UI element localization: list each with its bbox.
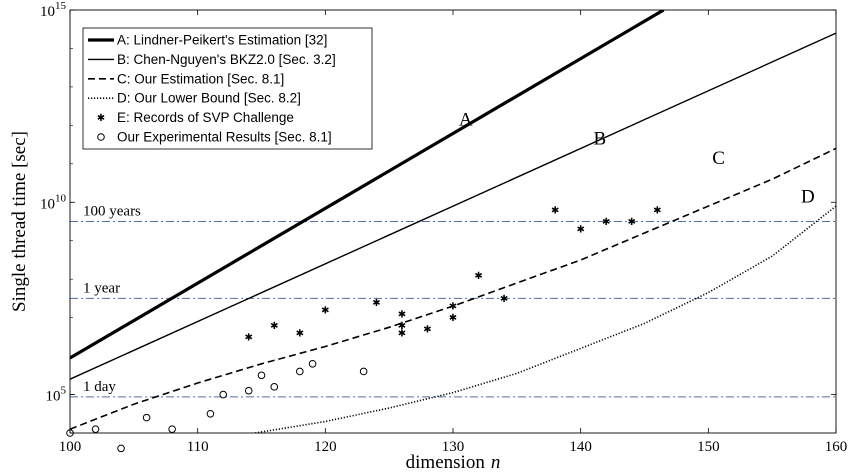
x-axis-title: dimension n [406,452,501,473]
experimental-result-point [142,413,151,422]
x-axis-title-text: dimension [406,452,486,473]
curve-label-c: C [712,148,725,169]
experimental-result-point [359,367,368,376]
svp-record-point: ✱ [321,305,329,316]
x-tick-label: 100 [59,439,82,455]
x-axis-title-variable: n [491,452,501,473]
series-c-line [70,147,836,430]
series-b-line [70,32,836,380]
y-tick-label: 1010 [40,192,67,212]
svp-record-point: ✱ [245,332,253,343]
y-tick-label: 1015 [40,0,67,20]
legend-entries: A: Lindner-Peikert's Estimation [32] B: C… [88,33,336,145]
svp-record-point: ✱ [423,325,431,336]
svp-record-point: ✱ [398,309,406,320]
legend-entry-label: D: Our Lower Bound [Sec. 8.2] [117,91,301,106]
curve-label-b: B [593,129,606,150]
svp-record-point: ✱ [296,329,304,340]
svp-record-point: ✱ [449,313,457,324]
y-tick-exponent: 5 [61,385,67,397]
svp-record-point: ✱ [551,205,559,216]
x-tick-label: 160 [825,439,848,455]
legend-entry-label: Our Experimental Results [Sec. 8.1] [117,130,332,145]
y-tick-exponent: 15 [55,0,67,12]
experimental-result-point [219,390,227,399]
svp-record-point: ✱ [372,298,380,309]
x-tick-label: 140 [569,439,592,455]
svp-record-point: ✱ [449,302,457,313]
curve-label-a: A [459,109,473,130]
legend-entry-label: C: Our Estimation [Sec. 8.1] [117,71,284,86]
svp-record-point: ✱ [500,294,508,305]
series-a-line [70,10,665,360]
x-tick-label: 130 [442,439,465,455]
legend-entry-label: E: Records of SVP Challenge [117,110,294,125]
curves [70,10,836,433]
legend [82,27,373,150]
x-tick-label: 110 [187,439,209,455]
x-tick-label: 120 [314,439,337,455]
reference-line-label: 1 year [83,280,120,296]
experimental-result-point [244,386,253,395]
reference-line-label: 100 years [83,204,141,220]
y-axis-title: Single thread time [sec] [9,131,30,312]
svp-record-point: ✱ [474,271,482,282]
legend-marker-star: ✱ [97,113,105,124]
svp-record-point: ✱ [602,217,610,228]
legend-marker-circle [97,133,105,141]
svp-record-point: ✱ [398,329,406,340]
svp-record-point: ✱ [576,225,584,236]
svp-record-point: ✱ [270,321,278,332]
experimental-result-point [91,425,100,433]
curve-labels: A B C D [459,109,815,207]
experimental-result-point [257,371,266,380]
svp-record-point: ✱ [398,321,406,332]
curve-label-d: D [801,186,815,207]
experimental-result-point [117,444,125,453]
experimental-result-point [168,425,176,433]
svp-record-point: ✱ [628,217,636,228]
experimental-result-point [206,409,215,418]
x-tick-label: 150 [697,439,720,455]
markers: ✱✱✱✱✱✱✱✱ ✱✱✱✱✱✱✱✱ ✱✱ [66,205,661,453]
svp-record-point: ✱ [653,205,661,216]
reference-line-label: 1 day [83,379,116,395]
reference-lines: 100 years 1 year 1 day [70,204,836,398]
series-d-line [254,205,836,433]
y-tick-label: 105 [46,385,67,405]
y-tick-exponent: 10 [55,192,67,204]
legend-entry-label: A: Lindner-Peikert's Estimation [32] [117,33,327,48]
legend-entry-label: B: Chen-Nguyen's BKZ2.0 [Sec. 3.2] [117,52,336,67]
experimental-result-point [270,383,279,391]
experimental-result-point [296,367,304,376]
experimental-result-point [308,359,317,368]
